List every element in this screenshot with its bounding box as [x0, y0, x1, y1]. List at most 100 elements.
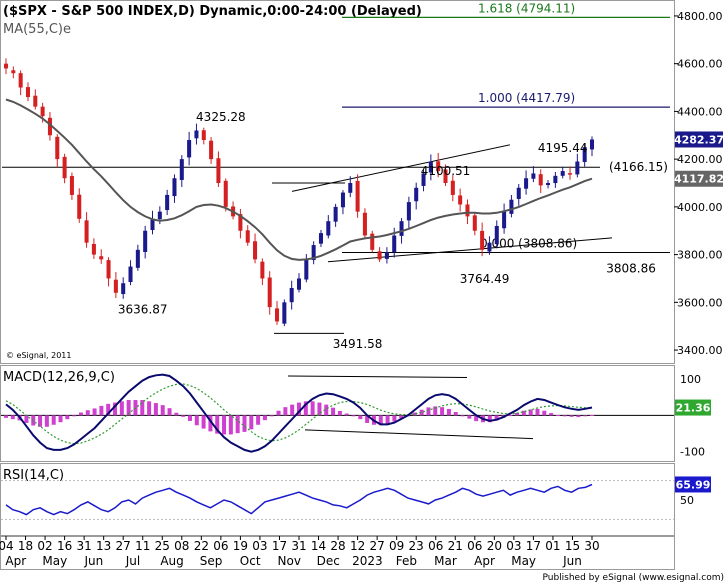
macd-histogram-bar: [72, 415, 77, 417]
candle-body: [414, 187, 419, 202]
price-tick-label: 3400.00: [677, 344, 723, 357]
candle-body: [40, 106, 45, 117]
macd-histogram-bar: [303, 401, 308, 416]
price-annotation: 3808.86: [606, 261, 656, 275]
candle-body: [150, 218, 155, 231]
macd-histogram-bar: [201, 415, 206, 429]
date-tick-label: 31: [291, 539, 306, 553]
macd-histogram-bar: [160, 405, 165, 416]
macd-histogram-bar: [65, 415, 70, 420]
date-tick-label: 04: [0, 539, 14, 553]
date-tick-label: 27: [369, 539, 384, 553]
macd-histogram-bar: [85, 410, 90, 416]
candle-body: [318, 233, 323, 244]
candle-body: [25, 87, 30, 98]
macd-histogram-bar: [44, 415, 49, 427]
macd-histogram-bar: [494, 415, 499, 421]
date-tick-label: 19: [233, 539, 248, 553]
macd-histogram-bar: [297, 402, 301, 416]
macd-histogram-bar: [419, 409, 424, 416]
candle-body: [11, 70, 16, 74]
macd-histogram-bar: [153, 403, 158, 416]
date-tick-label: 15: [565, 539, 580, 553]
candle-body: [99, 256, 104, 260]
price-annotation: 3636.87: [118, 303, 168, 317]
macd-histogram-bar: [235, 415, 240, 434]
candle-body: [69, 176, 74, 195]
macd-histogram-bar: [331, 407, 336, 416]
candle-body: [143, 230, 148, 252]
month-label: Feb: [396, 554, 417, 568]
macd-histogram-bar: [38, 415, 43, 427]
macd-histogram-bar: [106, 403, 111, 416]
candle-body: [128, 266, 133, 283]
candle-body: [487, 242, 492, 252]
candle-body: [421, 173, 426, 186]
candle-body: [194, 130, 199, 139]
macd-histogram-bar: [249, 415, 254, 430]
date-tick-label: 02: [37, 539, 52, 553]
candle-body: [3, 63, 9, 69]
price-tick-label: 3600.00: [677, 296, 723, 309]
month-label: Dec: [317, 554, 340, 568]
candle-body: [223, 180, 228, 207]
candle-body: [209, 140, 214, 160]
month-label: 2023: [352, 554, 383, 568]
macd-histogram-bar: [208, 415, 213, 432]
chart-title: ($SPX - S&P 500 INDEX,D) Dynamic,0:00-24…: [3, 4, 422, 19]
date-tick-label: 23: [409, 539, 424, 553]
macd-histogram-bar: [508, 415, 513, 417]
macd-histogram-bar: [358, 415, 363, 420]
macd-histogram-bar: [167, 408, 172, 416]
price-tick-label: 4000.00: [677, 201, 723, 214]
macd-histogram-bar: [467, 415, 472, 419]
rsi-value-box: [675, 476, 711, 493]
macd-lower-trendline: [304, 429, 534, 440]
price-tick-label: 4800.00: [677, 10, 723, 23]
candle-body: [216, 158, 221, 183]
candle-body: [340, 192, 345, 208]
macd-histogram-bar: [290, 404, 295, 416]
candle-body: [91, 243, 96, 255]
candle-body: [106, 260, 111, 279]
macd-histogram-bar: [99, 405, 104, 416]
date-tick-label: 21: [448, 539, 463, 553]
candle-body: [502, 211, 507, 229]
macd-histogram-bar: [542, 410, 547, 416]
candle-body: [260, 261, 265, 279]
macd-title: MACD(12,26,9,C): [3, 370, 115, 385]
macd-histogram-bar: [453, 412, 458, 416]
trendline-lower-support: [327, 237, 613, 263]
price-tick-label: 4200.00: [677, 153, 723, 166]
candle-body: [311, 245, 316, 261]
ma-price-label: 4117.82: [674, 173, 724, 186]
price-annotation: 4195.44: [538, 141, 588, 155]
rsi-line: [5, 483, 593, 516]
candle-body: [121, 283, 126, 295]
candle-body: [524, 178, 529, 189]
candle-body: [47, 117, 52, 136]
macd-histogram-bar: [344, 413, 349, 416]
date-axis-frame: [0, 536, 675, 570]
candle-body: [355, 180, 360, 212]
macd-histogram-bar: [78, 412, 83, 416]
date-tick-label: 13: [96, 539, 111, 553]
month-label: Jun: [84, 554, 104, 568]
macd-histogram-bar: [317, 402, 322, 416]
month-label: Oct: [240, 554, 261, 568]
price-tick-label: 4400.00: [677, 105, 723, 118]
candle-body: [582, 147, 587, 162]
trendline-upper-channel: [291, 144, 511, 192]
macd-histogram-bar: [24, 415, 29, 423]
macd-tick-label: -100: [680, 446, 705, 459]
macd-histogram-bar: [583, 415, 588, 417]
candle-body: [282, 302, 287, 324]
candle-body: [275, 308, 280, 322]
macd-histogram-bar: [92, 408, 97, 416]
candle-body: [172, 178, 177, 197]
date-tick-label: 09: [389, 539, 404, 553]
date-tick-label: 03: [506, 539, 521, 553]
candle-body: [589, 139, 595, 150]
macd-histogram-bar: [351, 415, 356, 417]
